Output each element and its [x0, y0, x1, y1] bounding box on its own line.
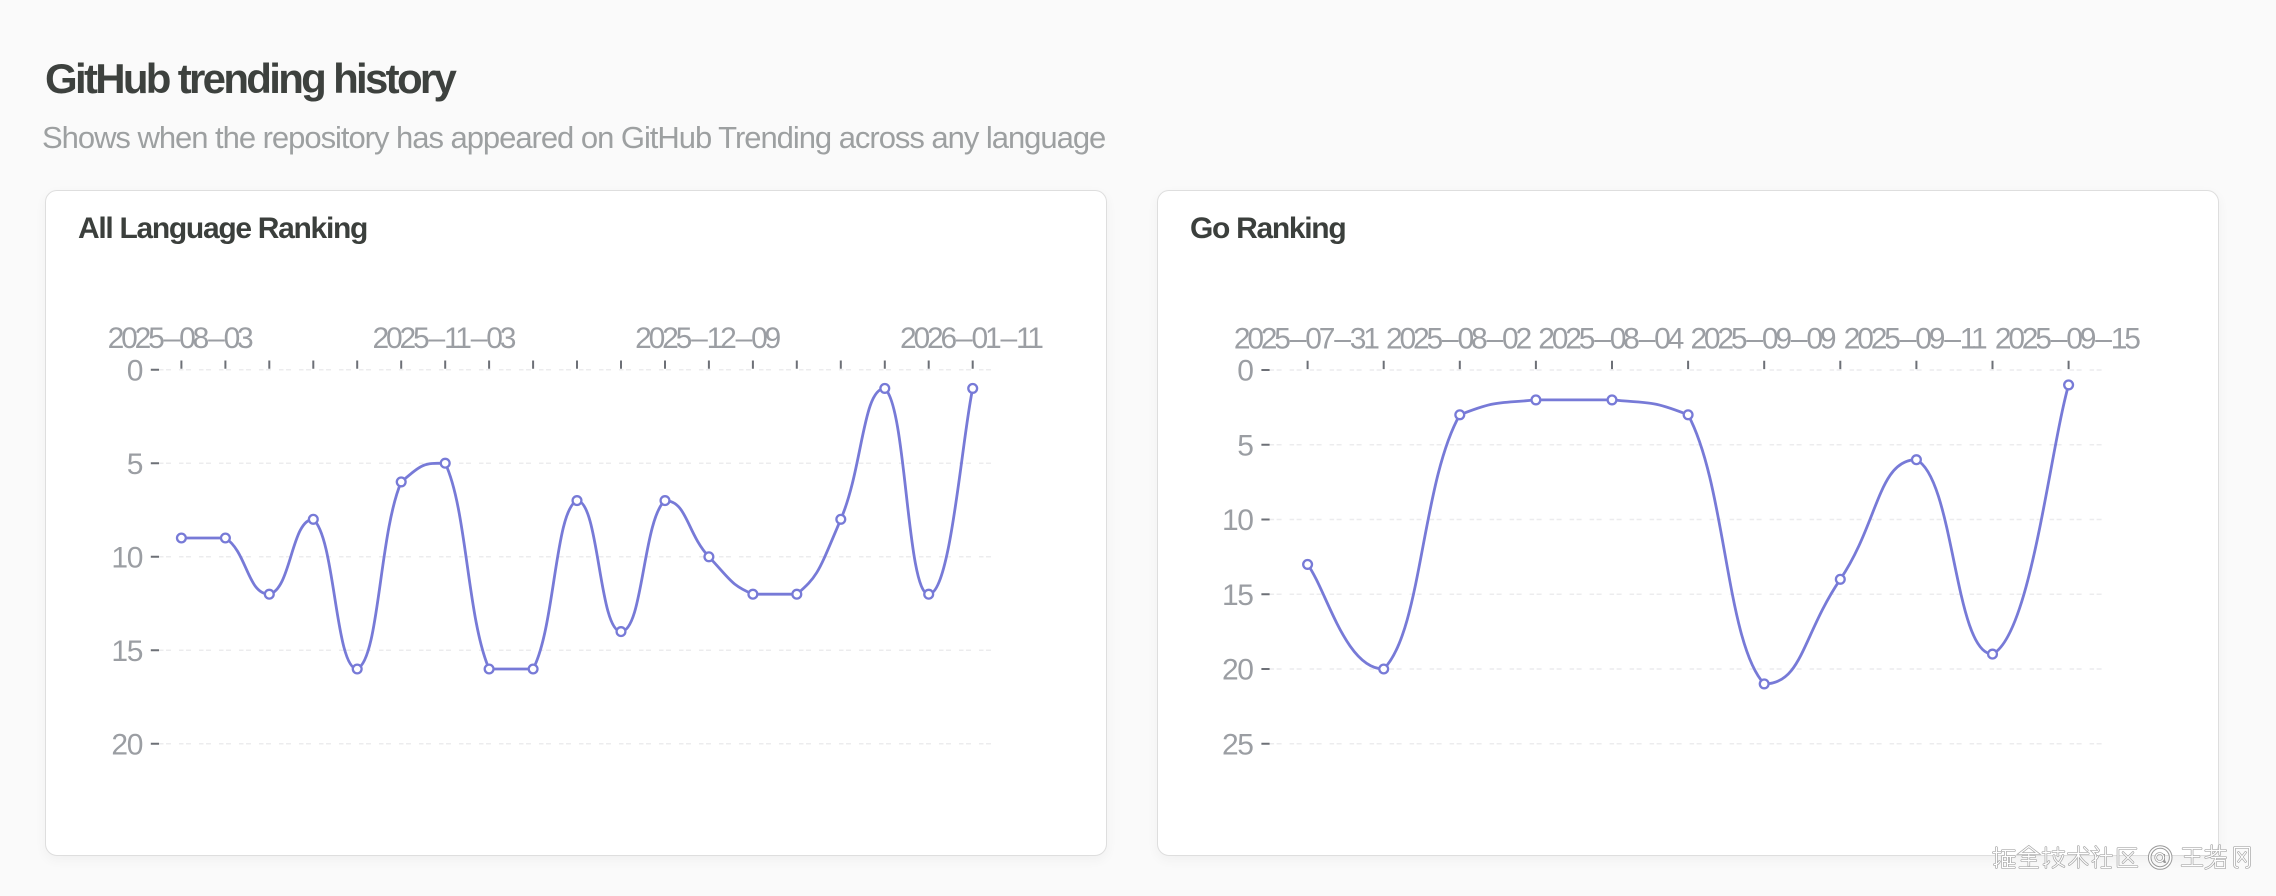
svg-text:2025–12–09: 2025–12–09 [635, 322, 780, 355]
svg-text:2025–08–04: 2025–08–04 [1538, 322, 1683, 355]
svg-text:10: 10 [111, 541, 142, 574]
svg-text:2025–08–02: 2025–08–02 [1386, 322, 1531, 355]
svg-text:2025–09–11: 2025–09–11 [1844, 322, 1987, 355]
svg-text:5: 5 [127, 448, 143, 481]
svg-text:10: 10 [1222, 504, 1253, 537]
svg-text:2025–09–15: 2025–09–15 [1995, 322, 2140, 355]
svg-text:15: 15 [111, 635, 142, 668]
svg-text:2025–09–09: 2025–09–09 [1690, 322, 1835, 355]
svg-text:15: 15 [1222, 579, 1253, 612]
svg-text:2025–08–03: 2025–08–03 [108, 322, 253, 355]
svg-text:0: 0 [127, 354, 143, 387]
svg-text:20: 20 [1222, 654, 1253, 687]
svg-text:2025–11–03: 2025–11–03 [373, 322, 516, 355]
svg-text:5: 5 [1237, 429, 1253, 462]
svg-text:0: 0 [1237, 355, 1253, 388]
svg-text:20: 20 [111, 728, 142, 761]
svg-text:25: 25 [1222, 728, 1253, 761]
svg-text:2025–07–31: 2025–07–31 [1234, 322, 1379, 355]
svg-text:2026–01–11: 2026–01–11 [900, 322, 1043, 355]
